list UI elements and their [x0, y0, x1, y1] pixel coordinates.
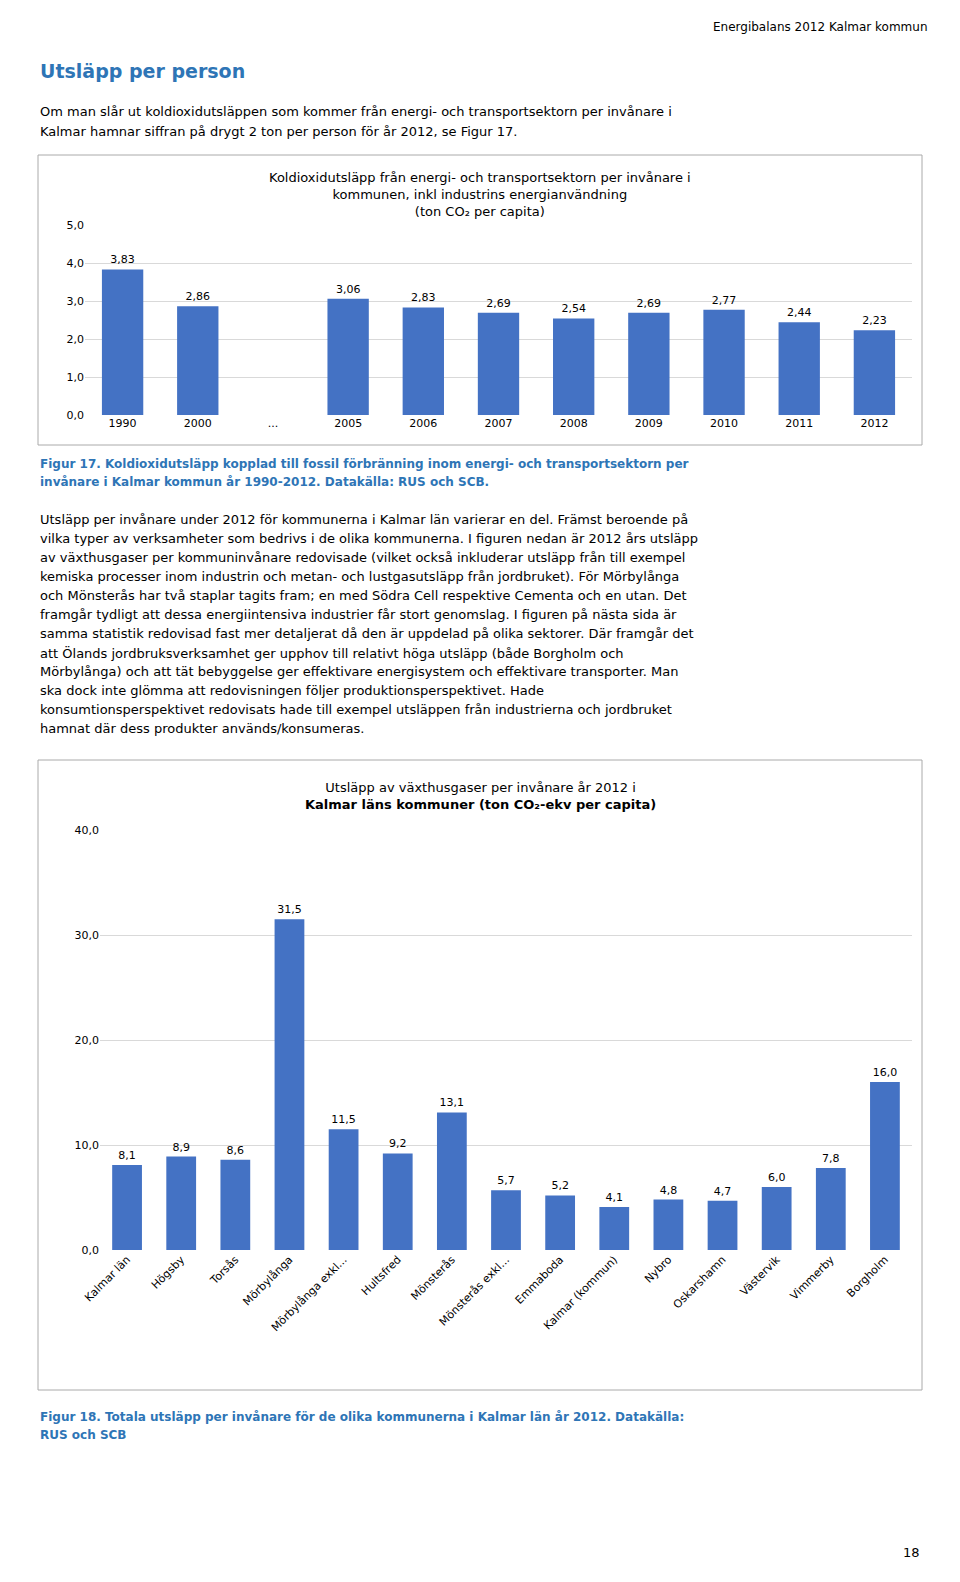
svg-text:1990: 1990	[109, 417, 137, 430]
svg-text:Emmaboda: Emmaboda	[513, 1253, 566, 1306]
svg-text:4,8: 4,8	[660, 1184, 678, 1197]
svg-text:5,2: 5,2	[551, 1179, 569, 1192]
svg-text:av växthusgaser per kommuninvå: av växthusgaser per kommuninvånare redov…	[40, 550, 685, 565]
svg-text:Utsläpp per person: Utsläpp per person	[40, 60, 245, 82]
svg-text:samma statistik redovisad fast: samma statistik redovisad fast mer detal…	[40, 626, 693, 641]
svg-text:8,6: 8,6	[227, 1144, 245, 1157]
svg-text:2005: 2005	[334, 417, 362, 430]
svg-text:framgår tydligt att dessa ener: framgår tydligt att dessa energiintensiv…	[40, 607, 677, 622]
svg-text:13,1: 13,1	[440, 1096, 465, 1109]
svg-text:2008: 2008	[560, 417, 588, 430]
svg-text:kemiska processer inom industr: kemiska processer inom industrin och met…	[40, 569, 679, 584]
svg-text:Utsläpp per invånare under 201: Utsläpp per invånare under 2012 för komm…	[40, 512, 688, 527]
svg-text:0,0: 0,0	[67, 409, 85, 422]
svg-text:Utsläpp av växthusgaser per in: Utsläpp av växthusgaser per invånare år …	[305, 780, 656, 812]
svg-text:Vimmerby: Vimmerby	[788, 1253, 838, 1303]
svg-text:...: ...	[268, 417, 279, 430]
svg-text:2,69: 2,69	[637, 297, 662, 310]
svg-text:Torsås: Torsås	[207, 1253, 241, 1287]
svg-text:invånare i Kalmar kommun år 19: invånare i Kalmar kommun år 1990-2012. D…	[40, 475, 489, 489]
svg-text:6,0: 6,0	[768, 1171, 786, 1184]
svg-text:7,8: 7,8	[822, 1152, 840, 1165]
svg-text:2,54: 2,54	[561, 302, 586, 315]
svg-text:att Ölands jordbruksverksamhet: att Ölands jordbruksverksamhet ger uppho…	[40, 645, 624, 661]
svg-text:2,0: 2,0	[67, 333, 85, 346]
svg-text:Oskarshamn: Oskarshamn	[671, 1253, 729, 1311]
svg-text:ska dock inte glömma att redov: ska dock inte glömma att redovisningen f…	[40, 683, 544, 698]
svg-text:2011: 2011	[785, 417, 813, 430]
svg-text:2,77: 2,77	[712, 294, 737, 307]
svg-text:2,69: 2,69	[486, 297, 511, 310]
svg-text:Mörbylånga: Mörbylånga	[241, 1253, 296, 1308]
svg-text:16,0: 16,0	[873, 1066, 898, 1079]
svg-text:20,0: 20,0	[75, 1034, 100, 1047]
svg-text:8,9: 8,9	[172, 1141, 190, 1154]
svg-text:31,5: 31,5	[277, 903, 302, 916]
svg-text:40,0: 40,0	[75, 824, 100, 837]
svg-text:Kalmar län: Kalmar län	[82, 1253, 133, 1304]
svg-text:Om man slår ut koldioxidutsläp: Om man slår ut koldioxidutsläppen som ko…	[40, 104, 672, 119]
svg-text:5,0: 5,0	[67, 219, 85, 232]
svg-text:0,0: 0,0	[82, 1244, 100, 1257]
svg-text:1,0: 1,0	[67, 371, 85, 384]
svg-text:Hultsfred: Hultsfred	[359, 1253, 404, 1298]
svg-text:2012: 2012	[860, 417, 888, 430]
svg-text:Västervik: Västervik	[738, 1253, 783, 1298]
svg-text:Mörbylånga) och att tät bebygg: Mörbylånga) och att tät bebyggelse ger e…	[40, 664, 679, 679]
svg-text:4,0: 4,0	[67, 257, 85, 270]
svg-text:2,83: 2,83	[411, 291, 436, 304]
svg-text:vilka typer av verksamheter so: vilka typer av verksamheter som bedrivs …	[40, 531, 698, 546]
svg-text:30,0: 30,0	[75, 929, 100, 942]
svg-text:Kalmar (kommun): Kalmar (kommun)	[541, 1253, 620, 1332]
svg-text:Kalmar hamnar siffran på drygt: Kalmar hamnar siffran på drygt 2 ton per…	[40, 124, 517, 139]
svg-text:Mörbylånga exkl...: Mörbylånga exkl...	[269, 1253, 350, 1334]
svg-text:5,7: 5,7	[497, 1174, 515, 1187]
svg-text:hamnat där dess produkter anvä: hamnat där dess produkter används/konsum…	[40, 721, 364, 736]
svg-text:2000: 2000	[184, 417, 212, 430]
svg-text:Mönsterås: Mönsterås	[408, 1253, 458, 1303]
svg-text:2006: 2006	[409, 417, 437, 430]
svg-text:Mönsterås exkl...: Mönsterås exkl...	[437, 1253, 512, 1328]
svg-text:RUS och SCB: RUS och SCB	[40, 1428, 126, 1442]
svg-text:10,0: 10,0	[75, 1139, 100, 1152]
svg-text:2009: 2009	[635, 417, 663, 430]
svg-text:Energibalans 2012 Kalmar kommu: Energibalans 2012 Kalmar kommun	[713, 20, 928, 34]
svg-text:Figur 17. Koldioxidutsläpp kop: Figur 17. Koldioxidutsläpp kopplad till …	[40, 457, 689, 471]
svg-text:3,0: 3,0	[67, 295, 85, 308]
svg-text:konsumtionsperspektivet redovi: konsumtionsperspektivet redovisats hade …	[40, 702, 672, 717]
svg-text:3,06: 3,06	[336, 283, 361, 296]
svg-text:2007: 2007	[485, 417, 513, 430]
svg-text:18: 18	[903, 1545, 920, 1560]
svg-text:11,5: 11,5	[331, 1113, 356, 1126]
svg-text:2,86: 2,86	[186, 290, 211, 303]
svg-text:och Mönsterås har två staplar: och Mönsterås har två staplar tagits fra…	[40, 588, 687, 603]
svg-text:9,2: 9,2	[389, 1137, 407, 1150]
svg-text:Figur 18. Totala utsläpp per i: Figur 18. Totala utsläpp per invånare fö…	[40, 1410, 684, 1424]
svg-text:2010: 2010	[710, 417, 738, 430]
svg-text:8,1: 8,1	[118, 1149, 136, 1162]
svg-text:3,83: 3,83	[110, 253, 135, 266]
svg-text:2,44: 2,44	[787, 306, 812, 319]
svg-text:Borgholm: Borgholm	[844, 1253, 891, 1300]
svg-text:Högsby: Högsby	[149, 1253, 188, 1292]
svg-text:4,1: 4,1	[606, 1191, 624, 1204]
svg-text:2,23: 2,23	[862, 314, 887, 327]
svg-text:Nybro: Nybro	[642, 1253, 675, 1286]
svg-text:4,7: 4,7	[714, 1185, 732, 1198]
svg-text:Koldioxidutsläpp från energi-: Koldioxidutsläpp från energi- och transp…	[269, 170, 691, 219]
